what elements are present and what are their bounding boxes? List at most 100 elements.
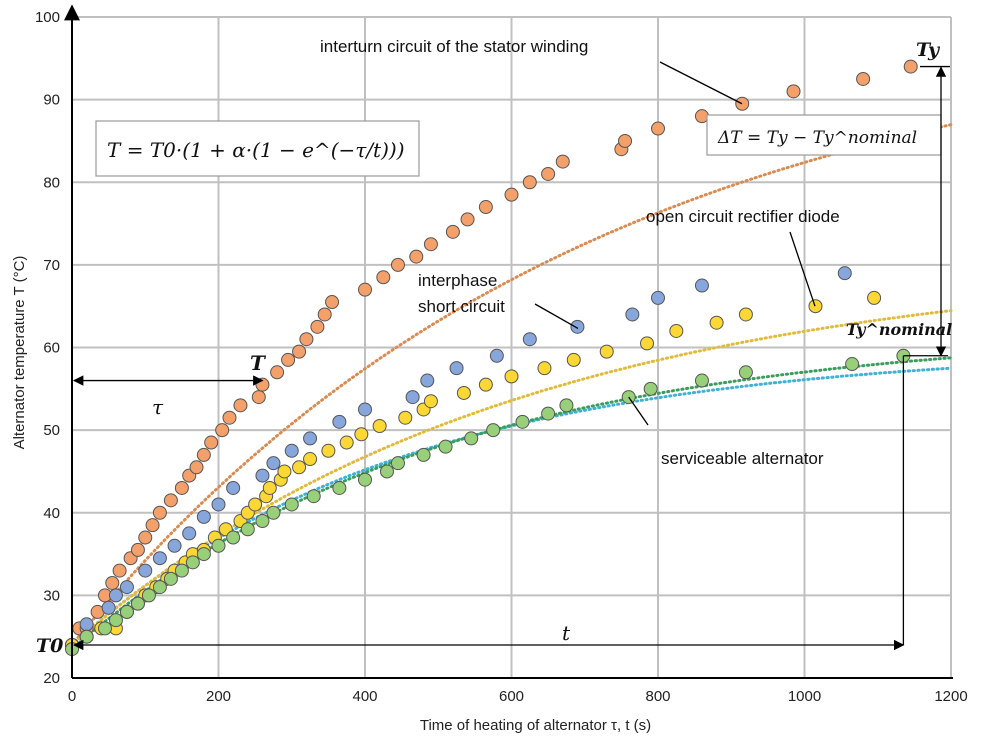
data-point-blue bbox=[211, 497, 226, 512]
data-point-yellow bbox=[321, 443, 336, 458]
data-point-blue bbox=[332, 414, 347, 429]
y-tick-label: 80 bbox=[43, 174, 60, 191]
data-point-yellow bbox=[456, 385, 471, 400]
label-t: t bbox=[562, 621, 571, 645]
data-point-blue bbox=[152, 551, 167, 566]
x-tick-label: 1000 bbox=[788, 688, 821, 705]
data-point-green bbox=[163, 571, 178, 586]
x-tick-label: 200 bbox=[206, 688, 231, 705]
data-point-orange bbox=[358, 282, 372, 297]
x-axis-title: Time of heating of alternator τ, t (s) bbox=[420, 717, 651, 734]
data-point-blue bbox=[837, 266, 852, 281]
data-point-yellow bbox=[478, 377, 493, 392]
label-tau: τ bbox=[152, 395, 164, 419]
data-point-blue bbox=[489, 348, 504, 363]
data-point-green bbox=[196, 547, 211, 562]
data-point-orange bbox=[299, 332, 314, 347]
data-point-green bbox=[255, 514, 270, 529]
data-point-yellow bbox=[277, 464, 292, 479]
data-point-blue bbox=[625, 307, 640, 322]
data-point-green bbox=[438, 439, 453, 454]
data-point-green bbox=[332, 480, 347, 495]
leader-rectifier bbox=[789, 231, 816, 307]
label-T: T bbox=[250, 351, 267, 375]
fit-curve-orange bbox=[70, 123, 953, 647]
data-point-green bbox=[464, 431, 479, 446]
data-point-yellow bbox=[354, 427, 369, 442]
data-point-blue bbox=[303, 431, 318, 446]
data-point-green bbox=[226, 530, 241, 545]
data-point-green bbox=[119, 604, 134, 619]
data-point-green bbox=[79, 629, 94, 644]
data-point-green bbox=[486, 423, 501, 438]
data-point-green bbox=[152, 580, 167, 595]
y-tick-label: 90 bbox=[43, 92, 60, 109]
data-point-green bbox=[416, 447, 431, 462]
data-point-yellow bbox=[709, 315, 724, 330]
data-point-green bbox=[541, 406, 556, 421]
leader-stator bbox=[659, 61, 743, 105]
axes bbox=[64, 4, 953, 679]
data-point-yellow bbox=[398, 410, 413, 425]
data-point-blue bbox=[101, 600, 116, 615]
leader-serviceable bbox=[628, 396, 649, 426]
data-point-orange bbox=[903, 59, 918, 74]
data-point-blue bbox=[167, 538, 182, 553]
y-tick-label: 70 bbox=[43, 257, 60, 274]
y-tick-label: 60 bbox=[43, 340, 60, 357]
data-point-blue bbox=[694, 278, 709, 293]
data-point-blue bbox=[522, 332, 537, 347]
delta-box bbox=[706, 114, 942, 156]
data-point-yellow bbox=[292, 460, 307, 475]
data-point-orange bbox=[251, 390, 266, 405]
data-point-orange bbox=[152, 505, 167, 520]
data-point-orange bbox=[204, 435, 219, 450]
data-point-green bbox=[108, 613, 123, 628]
x-tick-label: 0 bbox=[68, 688, 76, 705]
data-point-blue bbox=[420, 373, 435, 388]
data-point-orange bbox=[222, 410, 237, 425]
data-point-orange bbox=[618, 133, 633, 148]
data-point-blue bbox=[182, 526, 197, 541]
data-point-yellow bbox=[808, 299, 823, 314]
data-point-blue bbox=[226, 480, 241, 495]
data-point-yellow bbox=[537, 361, 552, 376]
data-point-green bbox=[174, 563, 189, 578]
data-point-blue bbox=[651, 290, 665, 305]
data-point-orange bbox=[196, 447, 211, 462]
data-point-green bbox=[559, 398, 574, 413]
data-point-orange bbox=[163, 493, 178, 508]
label-interphase-1: interphase bbox=[418, 271, 497, 290]
data-point-orange bbox=[215, 423, 230, 438]
data-point-orange bbox=[189, 460, 204, 475]
data-point-yellow bbox=[599, 344, 614, 359]
data-point-green bbox=[358, 472, 372, 487]
label-interphase-2: short circuit bbox=[418, 297, 505, 316]
data-point-orange bbox=[174, 480, 189, 495]
label-rectifier: open circuit rectifier diode bbox=[646, 207, 840, 226]
data-point-orange bbox=[555, 154, 570, 169]
data-point-blue bbox=[119, 580, 134, 595]
tick-labels: 0 200 400 600 800 1000 1200 20 30 40 50 60 70 80 90 100… bbox=[11, 9, 968, 734]
data-point-orange bbox=[112, 563, 127, 578]
data-point-blue bbox=[284, 443, 299, 458]
leader-interphase bbox=[534, 303, 579, 330]
grid bbox=[72, 16, 952, 678]
data-point-orange bbox=[460, 212, 475, 227]
data-point-green bbox=[97, 621, 112, 636]
annotations: interturn circuit of the stator winding o… bbox=[36, 37, 952, 657]
data-point-blue bbox=[358, 402, 372, 417]
data-point-orange bbox=[281, 352, 296, 367]
data-point-orange bbox=[317, 307, 332, 322]
data-point-green bbox=[694, 373, 709, 388]
data-point-green bbox=[845, 357, 860, 372]
data-point-yellow bbox=[738, 307, 753, 322]
data-point-orange bbox=[145, 518, 160, 533]
data-point-green bbox=[306, 489, 321, 504]
data-point-green bbox=[379, 464, 394, 479]
data-point-orange bbox=[504, 187, 519, 202]
data-point-orange bbox=[130, 542, 145, 557]
label-Ty: Ty bbox=[916, 39, 941, 61]
data-point-orange bbox=[856, 71, 871, 86]
data-point-green bbox=[130, 596, 145, 611]
